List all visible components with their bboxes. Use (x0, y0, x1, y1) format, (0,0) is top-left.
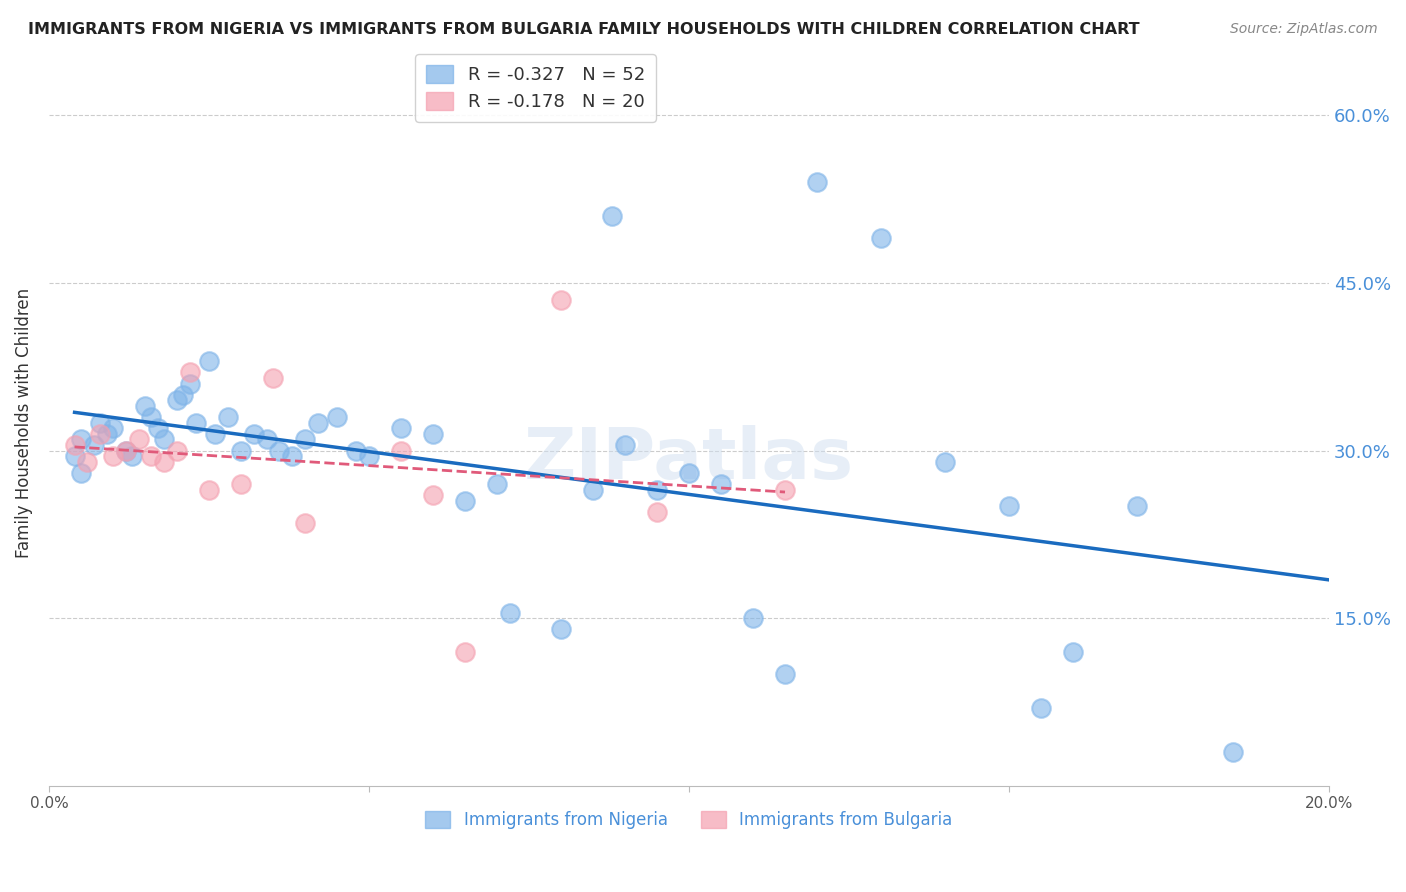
Point (89, 426, 111, 441)
Point (1126, 500, 1149, 514)
Point (294, 433, 316, 447)
Point (454, 494, 477, 508)
Point (281, 449, 304, 463)
Point (121, 449, 143, 463)
Point (307, 416, 329, 430)
Point (773, 483, 796, 497)
Point (1222, 745, 1244, 759)
Point (600, 209, 623, 223)
Point (96, 426, 118, 441)
Point (998, 500, 1021, 514)
Point (242, 426, 264, 441)
Point (934, 455, 956, 469)
Point (63, 449, 86, 463)
Point (101, 421, 124, 435)
Point (128, 433, 150, 447)
Point (614, 438, 637, 452)
Legend: Immigrants from Nigeria, Immigrants from Bulgaria: Immigrants from Nigeria, Immigrants from… (419, 804, 959, 836)
Point (773, 667, 796, 681)
Text: ZIPatlas: ZIPatlas (524, 425, 853, 493)
Y-axis label: Family Households with Children: Family Households with Children (15, 287, 32, 558)
Point (101, 449, 124, 463)
Text: IMMIGRANTS FROM NIGERIA VS IMMIGRANTS FROM BULGARIA FAMILY HOUSEHOLDS WITH CHILD: IMMIGRANTS FROM NIGERIA VS IMMIGRANTS FR… (28, 22, 1140, 37)
Point (217, 410, 239, 425)
Point (389, 421, 412, 435)
Point (153, 455, 176, 469)
Point (645, 483, 668, 497)
Point (204, 426, 226, 441)
Point (198, 483, 221, 497)
Point (422, 426, 444, 441)
Point (83, 438, 105, 452)
Point (678, 466, 700, 480)
Point (198, 354, 221, 368)
Point (229, 443, 252, 458)
Point (114, 443, 136, 458)
Point (1029, 700, 1052, 714)
Point (179, 366, 201, 380)
Point (114, 443, 136, 458)
Point (166, 443, 188, 458)
Point (389, 443, 412, 458)
Point (710, 477, 733, 491)
Text: Source: ZipAtlas.com: Source: ZipAtlas.com (1230, 22, 1378, 37)
Point (870, 231, 893, 245)
Point (806, 176, 828, 190)
Point (645, 505, 668, 519)
Point (63, 438, 86, 452)
Point (141, 449, 163, 463)
Point (485, 477, 508, 491)
Point (550, 293, 572, 307)
Point (134, 399, 156, 413)
Point (186, 416, 208, 430)
Point (70, 466, 93, 480)
Point (146, 421, 169, 435)
Point (499, 606, 522, 620)
Point (262, 371, 284, 385)
Point (141, 410, 163, 425)
Point (256, 433, 278, 447)
Point (742, 611, 765, 625)
Point (550, 623, 572, 637)
Point (166, 393, 188, 408)
Point (1062, 645, 1084, 659)
Point (582, 483, 605, 497)
Point (76, 455, 98, 469)
Point (89, 416, 111, 430)
Point (172, 388, 194, 402)
Point (344, 443, 367, 458)
Point (422, 488, 444, 502)
Point (70, 433, 93, 447)
Point (454, 645, 477, 659)
Point (229, 477, 252, 491)
Point (326, 410, 349, 425)
Point (153, 433, 176, 447)
Point (294, 516, 316, 531)
Point (269, 443, 291, 458)
Point (179, 376, 201, 391)
Point (357, 449, 380, 463)
